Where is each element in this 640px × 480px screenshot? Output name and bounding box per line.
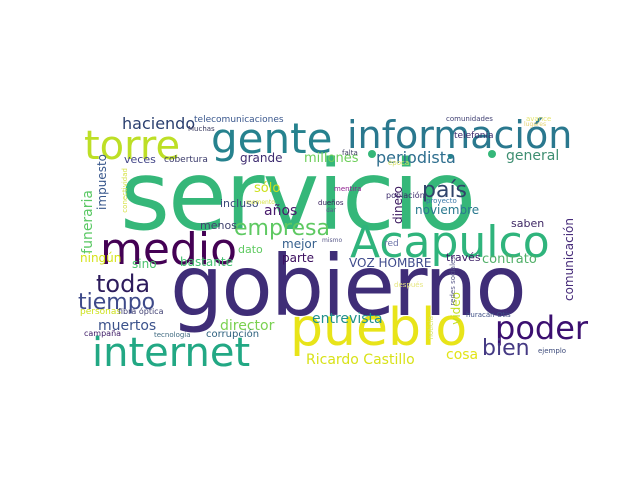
word-gobierno: gobierno (170, 237, 527, 335)
word-comunicacion: comunicación (562, 218, 576, 302)
word-noticia: noticia (427, 316, 435, 340)
word-mismo: mismo (322, 237, 343, 244)
word-pueblo: pueblo (290, 298, 468, 358)
word-fibra-optica: fibra óptica (118, 307, 164, 316)
word-ejemplo: ejemplo (538, 347, 567, 355)
word-torre: torre (84, 123, 181, 169)
word-veces: veces (124, 153, 156, 166)
word-red: red (384, 239, 399, 249)
word-telecomunicaciones: telecomunicaciones (194, 115, 284, 125)
word-funeraria: funeraria (80, 190, 96, 254)
word-internet: internet (92, 330, 251, 376)
dot-2 (488, 150, 496, 158)
word-lugares: lugares (524, 121, 547, 128)
word-noviembre: noviembre (415, 203, 480, 217)
word-entrevista: entrevista (312, 311, 383, 327)
word-cosa: cosa (446, 347, 479, 363)
word-sino: sino (132, 257, 157, 271)
word-ricardo-castillo: Ricardo Castillo (306, 352, 415, 368)
word-campana: campaña (84, 329, 122, 338)
word-solo: sólo (254, 181, 281, 196)
word-proyecto: proyecto (426, 197, 457, 205)
word-general: general (506, 148, 560, 164)
word-gente: gente (211, 114, 333, 163)
word-saben: saben (511, 217, 545, 230)
dot-1 (368, 150, 376, 158)
word-cobertura: cobertura (164, 155, 208, 165)
word-mentira: mentira (334, 185, 362, 193)
word-poder: poder (495, 309, 589, 347)
word-medio: medio (100, 224, 238, 275)
word-dato: dato (238, 243, 263, 256)
word-traves: través (446, 251, 481, 264)
word-periodista: periodista (376, 148, 456, 167)
word-incluso: incluso (220, 197, 259, 210)
word-tiempo: tiempo (78, 290, 156, 315)
word-haciendo: haciendo (122, 114, 196, 133)
word-mejor: mejor (282, 237, 317, 251)
word-despues: después (394, 281, 424, 289)
word-cloud: servicio gobierno Acapulco pueblo inform… (78, 114, 588, 373)
word-telefonia: telefonía (454, 131, 494, 141)
word-contrato: contrato (482, 252, 537, 267)
word-menos: menos (200, 219, 237, 232)
word-momento: momento (246, 199, 275, 206)
word-conectividad: conectividad (121, 168, 129, 213)
word-pais: país (422, 178, 468, 203)
word-redes-sociales: redes sociales (449, 256, 457, 306)
word-falta: falta (342, 149, 358, 157)
word-informacion: información (347, 113, 573, 157)
word-avance: avance (526, 115, 552, 123)
word-muchas: Muchas (188, 125, 215, 133)
word-huracan-otis: huracán Otis (466, 311, 511, 319)
word-parte: parte (282, 251, 314, 265)
word-dar: dar (326, 207, 336, 214)
word-personas: personas (80, 307, 122, 317)
word-millones: millones (304, 151, 359, 166)
word-grande: grande (240, 151, 283, 165)
word-impuesto: impuesto (95, 154, 109, 210)
word-director: director (220, 318, 275, 334)
word-epoca: época (388, 159, 410, 167)
word-comunidades: comunidades (446, 115, 493, 123)
word-empresa: empresa (234, 216, 330, 241)
word-bastante: bastante (180, 255, 233, 269)
word-acapulco: Acapulco (350, 217, 550, 268)
word-tecnologia: tecnología (154, 331, 191, 339)
word-duenos: dueños (318, 199, 344, 207)
word-anos: años (264, 203, 298, 219)
dot-3 (448, 154, 453, 159)
word-bien: bien (482, 336, 530, 361)
word-toda: toda (96, 270, 151, 298)
word-ningun: ningún (80, 251, 122, 265)
word-muertos: muertos (98, 318, 157, 334)
word-corrupcion: corrupción (206, 329, 260, 340)
word-poblacion: población (386, 191, 425, 200)
word-servicio: servicio (120, 140, 476, 252)
word-voz-hombre: VOZ HOMBRE (349, 256, 432, 270)
